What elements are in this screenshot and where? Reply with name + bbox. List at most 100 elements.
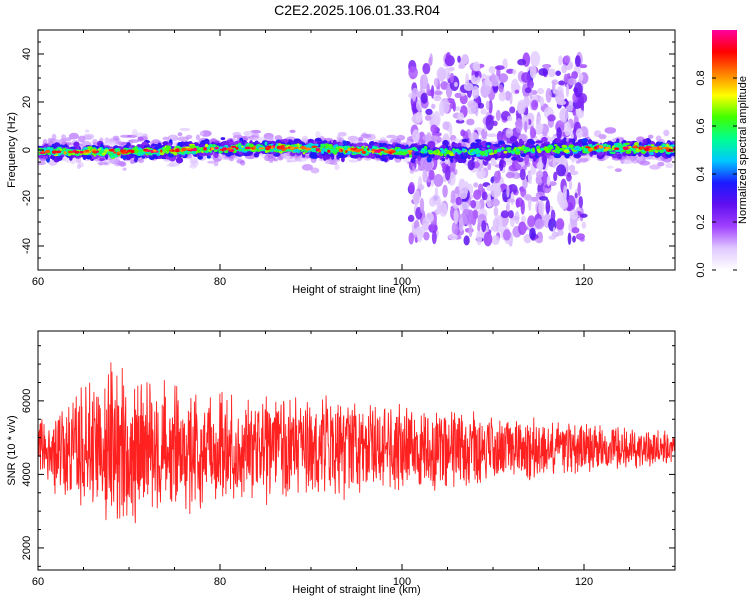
spectrogram-scatter-blob (515, 117, 523, 134)
spectrogram-band-blob (516, 157, 524, 163)
spectrogram-hot-spot (121, 149, 127, 152)
spectrogram-halo-blob (324, 160, 334, 164)
spectrogram-scatter-blob (536, 161, 544, 170)
spectrogram-halo-blob (83, 133, 95, 140)
spectrogram-core-blob (473, 149, 479, 152)
spectrogram-core-blob (186, 152, 190, 155)
spectrogram-core-blob (552, 149, 557, 153)
spectrogram-scatter-blob (530, 51, 541, 67)
spectrogram-halo-blob (286, 159, 298, 163)
spectrogram-band-blob (481, 140, 488, 148)
spectrogram-core-blob (501, 146, 504, 150)
spectrogram-scatter-blob (558, 55, 563, 66)
spectrogram-scatter-blob (458, 190, 468, 200)
spectrogram-hot-spot (311, 145, 318, 148)
spectrogram-scatter-blob (572, 106, 577, 116)
spectrogram-hot-spot (174, 150, 180, 153)
spectrogram-halo-blob (665, 162, 674, 169)
spectrogram-scatter-blob (500, 210, 510, 219)
spectrogram-scatter-blob (464, 180, 469, 195)
spectrogram-band-blob (467, 154, 471, 160)
spectrogram-scatter-blob (498, 159, 504, 172)
spectrogram-band-blob (337, 152, 345, 159)
spectrogram-band-blob (455, 155, 461, 160)
spectrogram-hot-spot (604, 146, 611, 150)
spectrogram-scatter-blob (477, 102, 485, 109)
spectrogram-core-blob (479, 150, 486, 156)
spectrogram-core-blob (157, 149, 161, 152)
spectrogram-scatter-blob (452, 101, 456, 112)
spectrogram-hot-spot (639, 146, 646, 150)
spectrogram-band-blob (637, 151, 642, 157)
spectrogram-core-blob (547, 147, 552, 152)
spectrogram-scatter-blob (428, 169, 435, 181)
spectrogram-scatter-blob (458, 217, 464, 232)
spectrogram-scatter-blob (468, 223, 473, 238)
spectrogram-halo-blob (333, 161, 338, 165)
spectrogram-scatter-blob (509, 106, 516, 114)
spectrogram-scatter-blob (459, 94, 468, 105)
spectrogram-band-blob (342, 140, 347, 145)
spectrogram-hot-spot (67, 150, 74, 154)
spectrogram-core-blob (625, 150, 632, 154)
spectrogram-core-blob (333, 149, 337, 153)
spectrogram-scatter-blob (547, 68, 556, 78)
spectrogram-hot-spot (633, 145, 638, 149)
spectrogram-scatter-blob (447, 233, 458, 241)
spectrogram-core-blob (304, 150, 308, 153)
spectrogram-scatter-blob (493, 206, 499, 217)
spectrogram-core-blob (343, 146, 349, 151)
spectrogram-core-blob (91, 152, 95, 156)
spectrogram-band-blob (426, 156, 432, 163)
spectrogram-scatter-blob (481, 220, 487, 233)
spectrogram-scatter-blob (485, 114, 494, 131)
spectrogram-scatter-blob (450, 190, 456, 204)
spectrogram-band-blob (471, 157, 475, 161)
spectrogram-scatter-blob (504, 90, 511, 101)
spectrogram-scatter-blob (572, 235, 576, 243)
spectrogram-scatter-blob (508, 210, 514, 219)
spectrogram-hot-spot (408, 152, 412, 155)
spectrogram-scatter-blob (559, 107, 569, 123)
spectrogram-halo-blob (207, 160, 216, 164)
spectrogram-hot-spot (253, 145, 256, 150)
spectrogram-halo-blob (179, 127, 191, 132)
spectrogram-halo-blob (636, 157, 644, 161)
spectrogram-band-blob (322, 154, 327, 161)
spectrogram-y-axis-label: Frequency (Hz) (6, 112, 18, 188)
spectrogram-core-blob (607, 145, 611, 148)
y-tick-label: 0 (21, 147, 33, 153)
spectrogram-scatter-blob (531, 99, 539, 111)
spectrogram-scatter-blob (415, 111, 423, 124)
spectrogram-scatter-blob (412, 165, 416, 172)
spectrogram-core-blob (448, 150, 453, 153)
spectrogram-halo-blob (624, 156, 633, 161)
spectrogram-core-blob (553, 144, 558, 147)
spectrogram-band-blob (380, 158, 387, 162)
spectrogram-core-blob (163, 148, 167, 153)
spectrogram-scatter-blob (428, 223, 438, 234)
spectrogram-band-blob (410, 157, 416, 164)
spectrogram-scatter-blob (531, 90, 538, 96)
spectrogram-hot-spot (55, 150, 62, 154)
spectrogram-core-blob (511, 151, 515, 155)
spectrogram-scatter-blob (498, 91, 507, 102)
spectrogram-marks (38, 51, 675, 247)
spectrogram-core-blob (292, 149, 298, 153)
snr-series-line (38, 362, 675, 524)
spectrogram-core-blob (435, 149, 439, 154)
spectrogram-hot-spot (146, 149, 151, 152)
spectrogram-core-blob (264, 141, 268, 146)
spectrogram-scatter-blob (574, 192, 578, 199)
spectrogram-band-blob (356, 142, 364, 147)
spectrogram-band-blob (566, 142, 570, 146)
spectrogram-scatter-blob (547, 114, 556, 122)
spectrogram-scatter-blob (503, 156, 514, 163)
spectrogram-scatter-blob (574, 55, 581, 67)
spectrogram-scatter-blob (559, 200, 569, 210)
spectrogram-scatter-blob (564, 121, 571, 137)
spectrogram-band-blob (494, 153, 498, 160)
spectrogram-band-blob (253, 152, 260, 158)
spectrogram-hot-spot (63, 151, 67, 155)
